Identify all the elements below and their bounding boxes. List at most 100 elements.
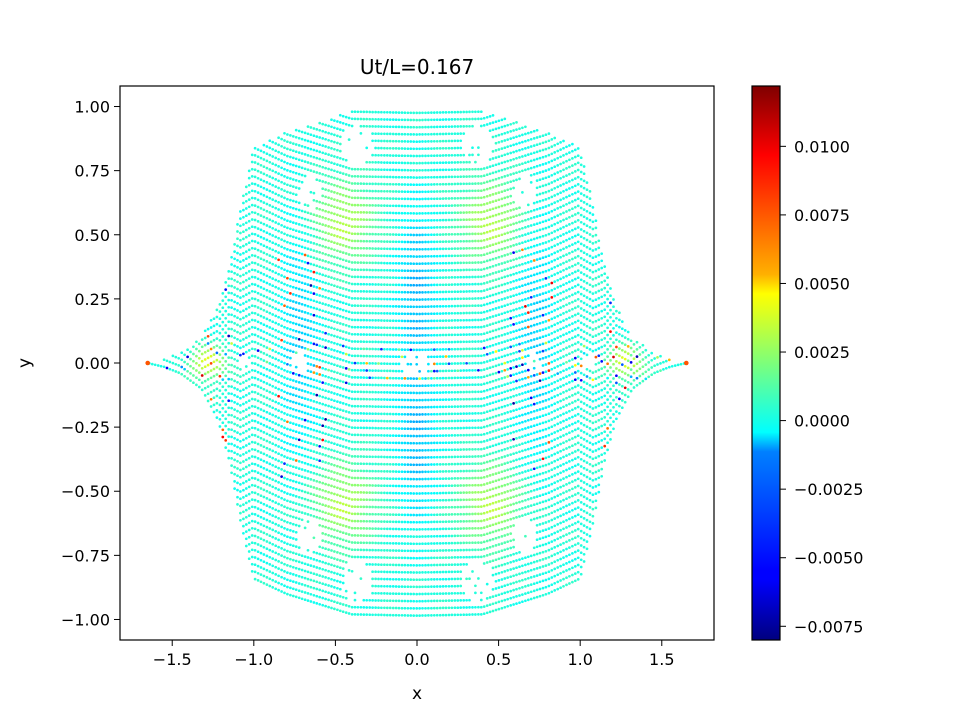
scatter-point xyxy=(309,370,313,374)
scatter-point xyxy=(271,255,275,259)
scatter-point xyxy=(303,224,307,228)
scatter-point xyxy=(309,463,313,467)
scatter-point xyxy=(374,225,377,229)
scatter-point xyxy=(256,284,260,288)
scatter-point xyxy=(283,376,286,379)
scatter-point xyxy=(415,607,419,610)
scatter-point xyxy=(447,391,451,394)
scatter-point xyxy=(324,123,327,127)
scatter-point xyxy=(409,448,413,452)
scatter-point xyxy=(221,371,225,374)
scatter-point xyxy=(421,571,424,574)
scatter-point xyxy=(356,455,360,458)
scatter-point xyxy=(289,177,292,180)
scatter-point xyxy=(280,518,283,522)
scatter-point xyxy=(321,216,325,219)
scatter-point xyxy=(291,465,295,469)
scatter-point xyxy=(394,197,398,201)
scatter-point xyxy=(374,376,377,380)
scatter-point xyxy=(368,326,372,329)
scatter-point xyxy=(388,297,392,301)
scatter-point xyxy=(253,311,257,315)
scatter-point xyxy=(424,111,427,115)
scatter-point xyxy=(397,290,401,294)
scatter-point xyxy=(350,483,354,487)
scatter-point xyxy=(247,291,251,295)
scatter-point xyxy=(271,550,275,553)
scatter-point xyxy=(247,327,251,331)
scatter-point xyxy=(418,427,421,431)
scatter-point xyxy=(341,459,345,463)
scatter-point xyxy=(309,284,313,287)
scatter-point xyxy=(250,261,254,264)
scatter-point xyxy=(338,551,342,555)
scatter-point xyxy=(362,548,366,552)
scatter-point xyxy=(315,321,319,325)
scatter-point xyxy=(253,441,257,444)
scatter-point xyxy=(336,227,339,231)
scatter-point xyxy=(391,204,395,208)
scatter-point xyxy=(174,370,178,373)
scatter-point xyxy=(268,448,272,451)
scatter-point xyxy=(388,376,392,380)
scatter-point xyxy=(359,167,363,171)
scatter-point xyxy=(253,319,257,322)
scatter-point xyxy=(336,586,339,590)
scatter-point xyxy=(424,520,427,524)
scatter-point xyxy=(268,570,272,573)
scatter-point xyxy=(265,547,269,551)
scatter-point xyxy=(309,399,313,402)
scatter-point xyxy=(265,195,269,199)
scatter-point xyxy=(294,265,298,268)
scatter-point xyxy=(435,240,439,244)
scatter-point xyxy=(324,216,327,220)
scatter-point xyxy=(324,130,327,134)
scatter-point xyxy=(432,405,436,409)
scatter-point xyxy=(300,310,304,313)
scatter-point xyxy=(306,469,310,473)
scatter-point xyxy=(227,356,231,359)
scatter-point xyxy=(333,270,336,273)
scatter-point xyxy=(215,387,219,391)
scatter-point xyxy=(277,222,280,226)
scatter-point xyxy=(394,556,398,560)
scatter-point xyxy=(400,420,404,423)
scatter-point xyxy=(418,319,421,323)
scatter-point xyxy=(432,398,436,402)
scatter-point xyxy=(309,334,313,338)
scatter-point xyxy=(344,266,348,270)
scatter-point xyxy=(312,313,316,317)
scatter-point xyxy=(371,563,374,566)
scatter-point xyxy=(380,261,383,265)
scatter-point xyxy=(368,476,372,480)
scatter-point xyxy=(230,342,233,345)
scatter-point xyxy=(438,340,442,344)
scatter-point xyxy=(406,190,410,194)
scatter-point xyxy=(341,258,345,262)
scatter-point xyxy=(233,350,236,354)
scatter-point xyxy=(283,498,286,501)
scatter-point xyxy=(338,508,342,512)
scatter-point xyxy=(368,225,372,229)
scatter-point xyxy=(294,200,298,204)
scatter-point xyxy=(242,194,245,198)
scatter-point xyxy=(344,323,348,327)
scatter-point xyxy=(397,470,401,474)
scatter-point xyxy=(415,140,419,144)
scatter-point xyxy=(265,224,269,227)
scatter-point xyxy=(374,584,377,588)
scatter-point xyxy=(330,391,333,394)
scatter-point xyxy=(412,204,416,208)
scatter-point xyxy=(274,314,278,318)
scatter-point xyxy=(318,337,322,340)
scatter-point xyxy=(294,179,298,182)
scatter-point xyxy=(441,118,445,121)
scatter-point xyxy=(427,391,430,395)
scatter-point xyxy=(315,343,319,347)
scatter-point xyxy=(236,488,239,492)
scatter-point xyxy=(200,345,204,349)
scatter-point xyxy=(362,498,366,502)
scatter-point xyxy=(421,377,424,380)
scatter-point xyxy=(268,376,272,380)
scatter-point xyxy=(253,513,257,516)
